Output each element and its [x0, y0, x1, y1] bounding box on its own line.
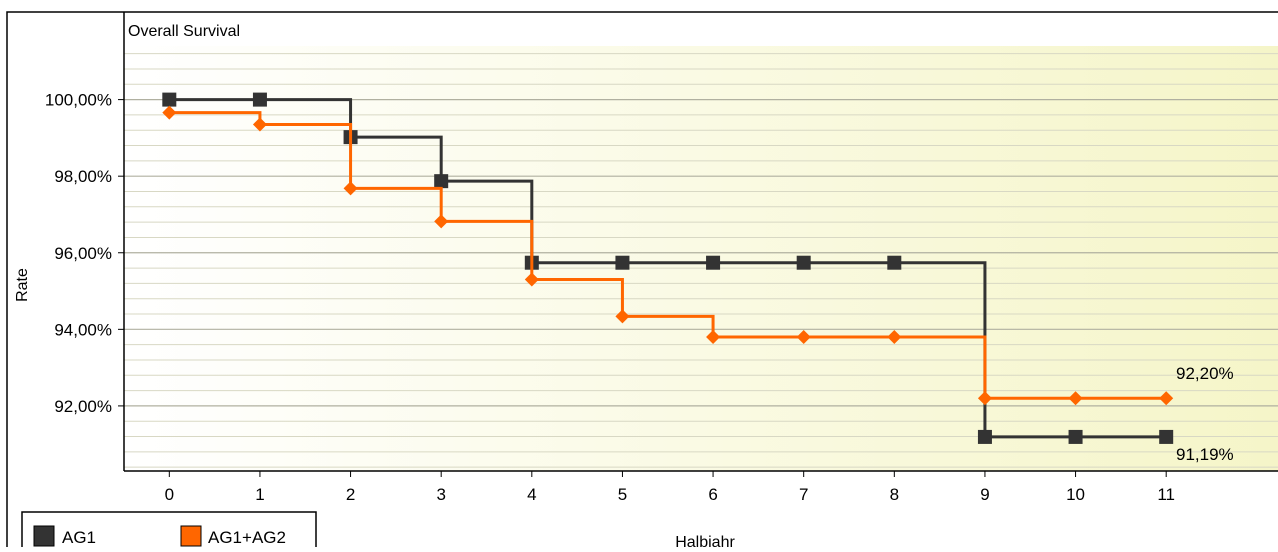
legend-box [21, 511, 317, 552]
data-point-square [162, 92, 177, 107]
data-point-diamond [524, 272, 539, 287]
data-point-square [1068, 429, 1083, 444]
data-point-square [1159, 429, 1174, 444]
data-point-diamond [1159, 391, 1174, 406]
data-point-diamond [434, 214, 449, 229]
data-point-diamond [162, 105, 177, 120]
end-label-ag1: 91,19% [1176, 445, 1234, 464]
legend-item-ag1-ag2: AG1+AG2 [180, 525, 286, 547]
data-point-square [887, 255, 902, 270]
x-tick-label: 6 [708, 485, 717, 504]
data-point-square [706, 255, 721, 270]
x-tick-label: 7 [799, 485, 808, 504]
legend-label-ag1-ag2: AG1+AG2 [208, 528, 286, 547]
x-tick-label: 3 [436, 485, 445, 504]
legend-swatch-ag1 [33, 525, 55, 547]
axes: 92,00% 94,00% 96,00% 98,00% 100,00% 0 1 2 3 4 5 6 7 8… [45, 91, 1175, 504]
series-line [169, 111, 1167, 400]
data-point-square [796, 255, 811, 270]
legend-label-ag1: AG1 [62, 528, 96, 547]
data-point-diamond [343, 181, 358, 196]
x-tick-label: 2 [346, 485, 355, 504]
data-point-diamond [1068, 391, 1083, 406]
grid-lines [124, 53, 1278, 468]
x-tick-label: 5 [618, 485, 627, 504]
y-axis-label: Rate [14, 268, 31, 302]
y-tick-label: 100,00% [45, 91, 112, 110]
y-tick-label: 92,00% [54, 397, 112, 416]
y-tick-label: 96,00% [54, 244, 112, 263]
legend-swatch-ag1-ag2 [180, 525, 202, 547]
plot-background [124, 46, 1278, 471]
series [162, 92, 1174, 444]
data-point-square [434, 174, 449, 189]
data-point-square [977, 429, 992, 444]
data-point-diamond [977, 391, 992, 406]
data-point-diamond [887, 329, 902, 344]
data-point-diamond [615, 309, 630, 324]
x-tick-label: 10 [1066, 485, 1085, 504]
x-tick-label: 4 [527, 485, 536, 504]
series-ag1-ag2 [162, 105, 1174, 406]
y-tick-label: 94,00% [54, 320, 112, 339]
chart-title: Overall Survival [128, 23, 240, 40]
x-tick-label: 8 [890, 485, 899, 504]
y-tick-label: 98,00% [54, 167, 112, 186]
x-tick-label: 11 [1157, 485, 1175, 504]
x-axis-label: Halbjahr [675, 534, 735, 547]
data-point-diamond [252, 117, 267, 132]
legend-item-ag1: AG1 [33, 525, 96, 547]
data-point-square [252, 92, 267, 107]
data-point-diamond [706, 329, 721, 344]
data-point-square [615, 255, 630, 270]
data-point-diamond [796, 329, 811, 344]
legend: AG1 AG1+AG2 [21, 511, 317, 552]
x-tick-label: 0 [165, 485, 174, 504]
x-tick-label: 9 [980, 485, 989, 504]
x-tick-label: 1 [255, 485, 264, 504]
end-label-ag1-ag2: 92,20% [1176, 364, 1234, 383]
